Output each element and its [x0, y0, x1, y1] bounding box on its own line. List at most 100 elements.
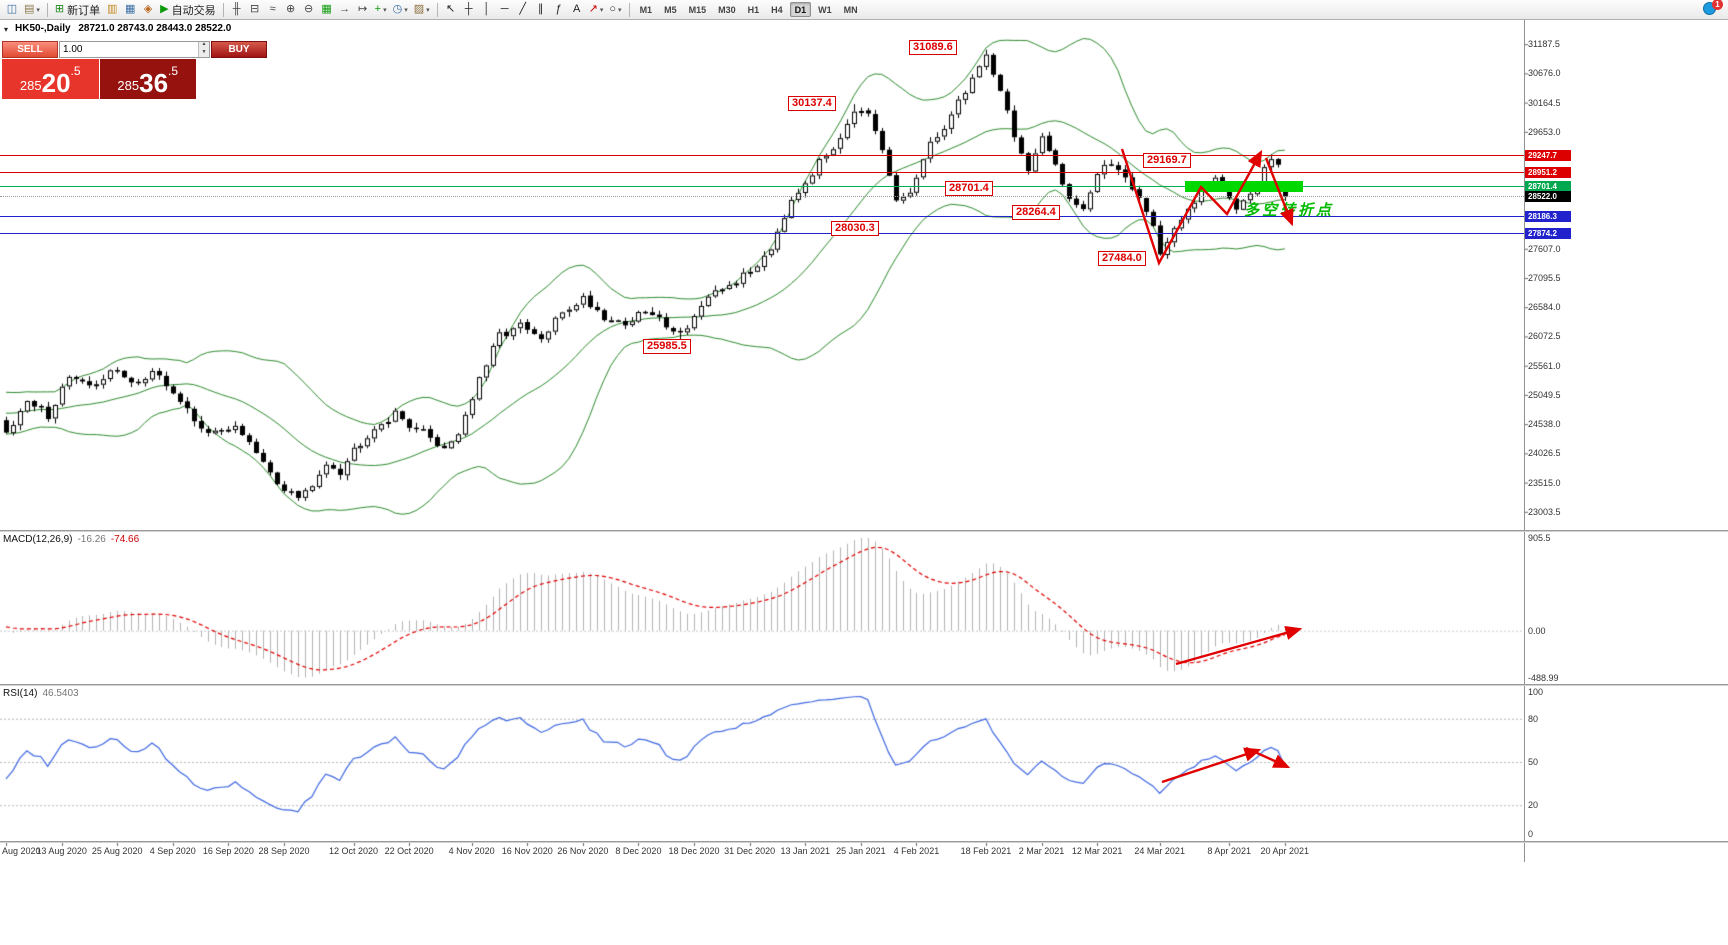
horizontal-line-icon[interactable]: ─ — [496, 1, 514, 18]
shapes-dropdown-icon[interactable]: ▾ — [618, 6, 622, 14]
horizontal-level-line[interactable] — [0, 196, 1524, 198]
price-label-annotation[interactable]: 25985.5 — [643, 339, 691, 354]
tile-windows-icon[interactable]: ▦ — [318, 1, 336, 18]
bid-price[interactable]: 285 20 .5 — [2, 59, 99, 99]
crosshair-icon: ┼ — [464, 3, 473, 15]
arrows-icon: ↗ — [588, 3, 598, 15]
ask-price-decimal: .5 — [168, 64, 179, 78]
macd-signal-value: -74.66 — [110, 534, 140, 545]
zoom-in-icon: ⊕ — [286, 3, 296, 15]
templates-icon[interactable]: ▨ ▾ — [411, 1, 433, 18]
zoom-out-icon[interactable]: ⊖ — [300, 1, 318, 18]
horizontal-level-line[interactable] — [0, 233, 1524, 235]
price-label-annotation[interactable]: 29169.7 — [1143, 153, 1191, 168]
one-click-trading-panel: SELL ▲ ▼ BUY 285 20 .5 285 36 .5 — [2, 41, 267, 99]
new-chart-icon: ◫ — [6, 3, 18, 15]
volume-decrease-icon[interactable]: ▼ — [199, 49, 209, 57]
price-label-annotation[interactable]: 28030.3 — [831, 221, 879, 236]
chart-symbol-period: HK50-,Daily — [15, 23, 71, 34]
bar-chart-icon: ╫ — [232, 3, 241, 15]
crosshair-icon[interactable]: ┼ — [460, 1, 478, 18]
timeframe-w1-button[interactable]: W1 — [818, 4, 832, 15]
autotrading-button[interactable]: ▶ 自动交易 — [157, 1, 218, 18]
channel-icon[interactable]: ∥ — [532, 1, 550, 18]
notifications-icon[interactable]: 1 — [1703, 0, 1723, 17]
horizontal-line-icon: ─ — [500, 3, 509, 15]
new-order-label: 新订单 — [67, 4, 101, 17]
bar-chart-icon[interactable]: ╫ — [228, 1, 246, 18]
autotrading-label: 自动交易 — [171, 4, 216, 17]
pane-separator-rsi[interactable] — [0, 684, 1728, 686]
horizontal-level-line[interactable] — [0, 186, 1524, 188]
timeframe-m15-button[interactable]: M15 — [688, 4, 707, 15]
trendline-icon[interactable]: ╱ — [514, 1, 532, 18]
fibonacci-icon: ƒ — [555, 3, 562, 15]
trendline-icon: ╱ — [519, 3, 526, 15]
highlight-zone-rectangle[interactable] — [1185, 181, 1303, 192]
navigator-icon: ◈ — [143, 3, 153, 15]
price-label-annotation[interactable]: 30137.4 — [788, 96, 836, 111]
timeframe-m5-button[interactable]: M5 — [664, 4, 677, 15]
cursor-icon[interactable]: ↖ — [442, 1, 460, 18]
timeframe-m30-button[interactable]: M30 — [718, 4, 736, 15]
zoom-in-icon[interactable]: ⊕ — [282, 1, 300, 18]
volume-increase-icon[interactable]: ▲ — [199, 42, 209, 50]
timeframe-h1-button[interactable]: H1 — [747, 4, 760, 15]
pane-separator-macd[interactable] — [0, 530, 1728, 532]
navigator-icon[interactable]: ◈ — [139, 1, 157, 18]
profiles-dropdown-icon[interactable]: ▾ — [36, 6, 40, 14]
new-chart-icon[interactable]: ◫ — [3, 1, 21, 18]
ask-price[interactable]: 285 36 .5 — [99, 59, 196, 99]
volume-box: ▲ ▼ — [59, 41, 210, 58]
price-label-annotation[interactable]: 28264.4 — [1012, 205, 1060, 220]
candlestick-chart-icon: ⊟ — [250, 3, 260, 15]
ask-price-prefix: 285 — [117, 78, 140, 93]
price-label-annotation[interactable]: 27484.0 — [1098, 251, 1146, 266]
line-chart-icon[interactable]: ≈ — [264, 1, 282, 18]
buy-button[interactable]: BUY — [211, 41, 267, 58]
periods-icon[interactable]: ◷ ▾ — [390, 1, 411, 18]
fibonacci-icon[interactable]: ƒ — [550, 1, 568, 18]
indicators-icon[interactable]: + ▾ — [372, 1, 390, 18]
toolbar-separator — [222, 2, 224, 17]
turning-point-text-annotation[interactable]: 多空转折点 — [1244, 202, 1335, 219]
one-click-toggle-icon[interactable]: ▾ — [4, 25, 9, 34]
ask-price-big-digits: 36 — [139, 68, 169, 98]
timeframe-mn-button[interactable]: MN — [843, 4, 858, 15]
horizontal-level-line[interactable] — [0, 155, 1524, 156]
vertical-line-icon[interactable]: │ — [478, 1, 496, 18]
new-order-button[interactable]: ⊞ 新订单 — [52, 1, 103, 18]
macd-value: -16.26 — [77, 534, 106, 545]
templates-dropdown-icon[interactable]: ▾ — [426, 6, 430, 14]
profiles-icon[interactable]: ▤ ▾ — [21, 1, 43, 18]
text-icon[interactable]: A — [568, 1, 586, 18]
sell-button[interactable]: SELL — [2, 41, 58, 58]
data-window-icon[interactable]: ▦ — [121, 1, 139, 18]
candlestick-chart-icon[interactable]: ⊟ — [246, 1, 264, 18]
timeframe-m1-button[interactable]: M1 — [639, 4, 653, 15]
market-watch-icon: ▥ — [106, 3, 118, 15]
timeframe-d1-button[interactable]: D1 — [789, 2, 812, 17]
time-axis-separator — [0, 841, 1728, 843]
toolbar-separator — [628, 2, 630, 17]
arrows-icon[interactable]: ↗ ▾ — [586, 1, 607, 18]
volume-input[interactable] — [60, 42, 198, 57]
shapes-icon: ○ — [609, 3, 617, 15]
horizontal-level-line[interactable] — [0, 171, 1524, 173]
horizontal-level-line[interactable] — [0, 215, 1524, 217]
toolbar: ◫ ▤ ▾ ⊞ 新订单 ▥ ▦ ◈ ▶ 自动交易 ╫ ⊟ ≈ ⊕ ⊖ ▦ → ↦ + ▾ ◷ ▾ ▨ ▾ ↖ ┼ │ ─ ╱ ∥ ƒ A ↗ ▾ ○… — [0, 0, 1728, 20]
arrows-dropdown-icon[interactable]: ▾ — [599, 6, 604, 14]
chart-shift-icon[interactable]: ↦ — [354, 1, 372, 18]
auto-scroll-icon[interactable]: → — [336, 1, 354, 18]
market-watch-icon[interactable]: ▥ — [103, 1, 121, 18]
timeframe-h4-button[interactable]: H4 — [771, 4, 783, 15]
indicators-dropdown-icon[interactable]: ▾ — [383, 6, 387, 14]
shapes-icon[interactable]: ○ ▾ — [606, 1, 624, 18]
line-chart-icon: ≈ — [269, 3, 276, 15]
price-label-annotation[interactable]: 31089.6 — [909, 40, 957, 55]
price-axis-line — [1524, 20, 1525, 862]
chart-title: HK50-,Daily 28721.0 28743.0 28443.0 2852… — [15, 23, 231, 34]
price-label-annotation[interactable]: 28701.4 — [945, 181, 993, 196]
periods-dropdown-icon[interactable]: ▾ — [404, 6, 408, 14]
